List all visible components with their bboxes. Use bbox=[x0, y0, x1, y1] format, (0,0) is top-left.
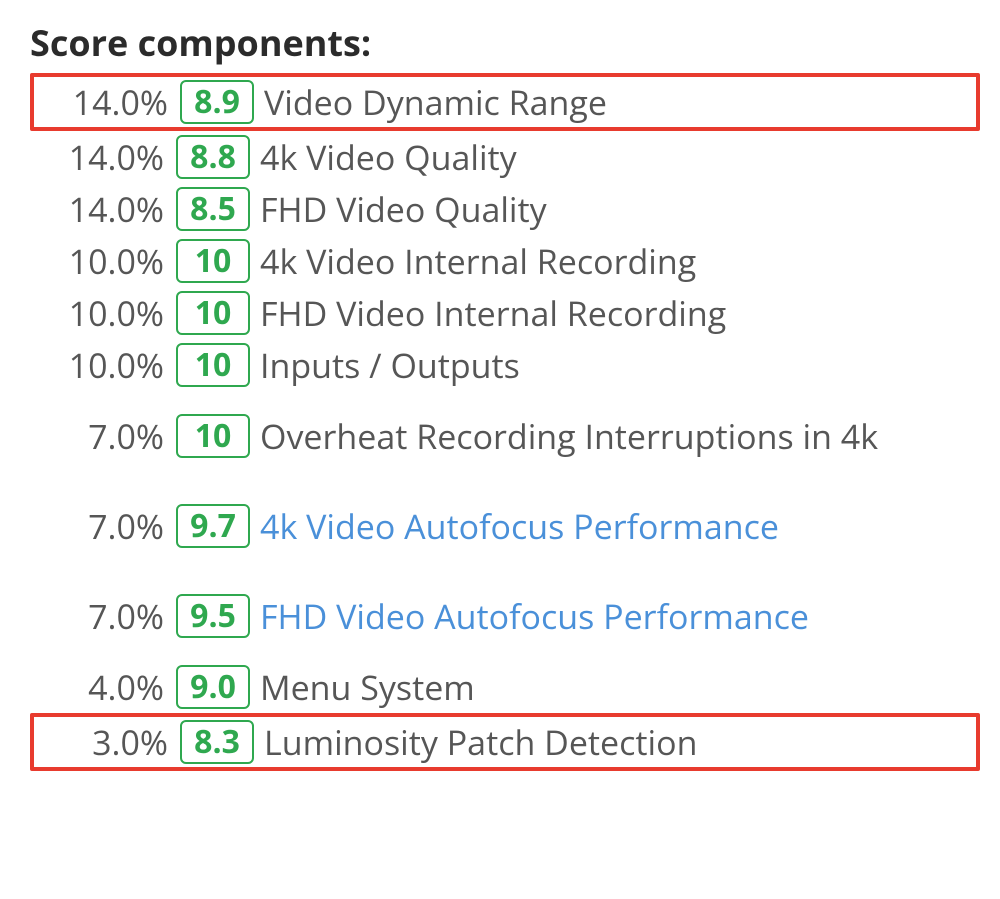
score-weight: 3.0% bbox=[38, 719, 168, 765]
score-weight: 10.0% bbox=[34, 238, 164, 284]
score-row: 3.0% 8.3 Luminosity Patch Detection bbox=[30, 713, 980, 771]
score-badge: 9.5 bbox=[176, 594, 250, 638]
score-badge: 8.8 bbox=[176, 135, 250, 179]
score-badge: 10 bbox=[176, 291, 250, 335]
score-label: FHD Video Quality bbox=[260, 190, 547, 228]
score-label: Video Dynamic Range bbox=[264, 83, 607, 121]
score-row: 7.0% 9.5 FHD Video Autofocus Performance bbox=[30, 571, 980, 661]
score-label: Luminosity Patch Detection bbox=[264, 723, 697, 761]
score-badge: 10 bbox=[176, 414, 250, 458]
score-row: 7.0% 10 Overheat Recording Interruptions i… bbox=[30, 391, 980, 481]
score-rows-container: 14.0%8.9Video Dynamic Range14.0%8.84k Vi… bbox=[30, 73, 980, 771]
score-row: 14.0% 8.9 Video Dynamic Range bbox=[30, 73, 980, 131]
score-weight: 14.0% bbox=[34, 186, 164, 232]
score-weight: 10.0% bbox=[34, 290, 164, 336]
score-badge: 8.9 bbox=[180, 80, 254, 124]
score-weight: 10.0% bbox=[34, 342, 164, 388]
score-badge: 8.5 bbox=[176, 187, 250, 231]
score-weight: 14.0% bbox=[38, 79, 168, 125]
score-label-link[interactable]: 4k Video Autofocus Performance bbox=[260, 507, 779, 545]
score-row: 10.0% 10 FHD Video Internal Recording bbox=[30, 287, 980, 339]
score-badge: 10 bbox=[176, 239, 250, 283]
score-badge: 9.7 bbox=[176, 504, 250, 548]
score-row: 14.0% 8.5 FHD Video Quality bbox=[30, 183, 980, 235]
score-label: 4k Video Quality bbox=[260, 138, 517, 176]
score-label: Inputs / Outputs bbox=[260, 346, 520, 384]
score-weight: 7.0% bbox=[34, 413, 164, 459]
panel-title: Score components: bbox=[30, 18, 980, 67]
score-row: 7.0% 9.7 4k Video Autofocus Performance bbox=[30, 481, 980, 571]
score-label: 4k Video Internal Recording bbox=[260, 242, 696, 280]
score-row: 10.0% 10 4k Video Internal Recording bbox=[30, 235, 980, 287]
score-badge: 8.3 bbox=[180, 720, 254, 764]
score-weight: 7.0% bbox=[34, 593, 164, 639]
score-weight: 4.0% bbox=[34, 664, 164, 710]
score-label: Overheat Recording Interruptions in 4k bbox=[260, 417, 878, 455]
score-row: 10.0% 10 Inputs / Outputs bbox=[30, 339, 980, 391]
score-weight: 14.0% bbox=[34, 134, 164, 180]
score-row: 14.0% 8.8 4k Video Quality bbox=[30, 131, 980, 183]
score-label-link[interactable]: FHD Video Autofocus Performance bbox=[260, 597, 809, 635]
score-label: Menu System bbox=[260, 668, 475, 706]
score-badge: 10 bbox=[176, 343, 250, 387]
score-badge: 9.0 bbox=[176, 665, 250, 709]
score-row: 4.0% 9.0 Menu System bbox=[30, 661, 980, 713]
score-label: FHD Video Internal Recording bbox=[260, 294, 726, 332]
score-weight: 7.0% bbox=[34, 503, 164, 549]
score-components-panel: Score components: 14.0% 8.9 Video Dynamic … bbox=[0, 0, 1000, 899]
